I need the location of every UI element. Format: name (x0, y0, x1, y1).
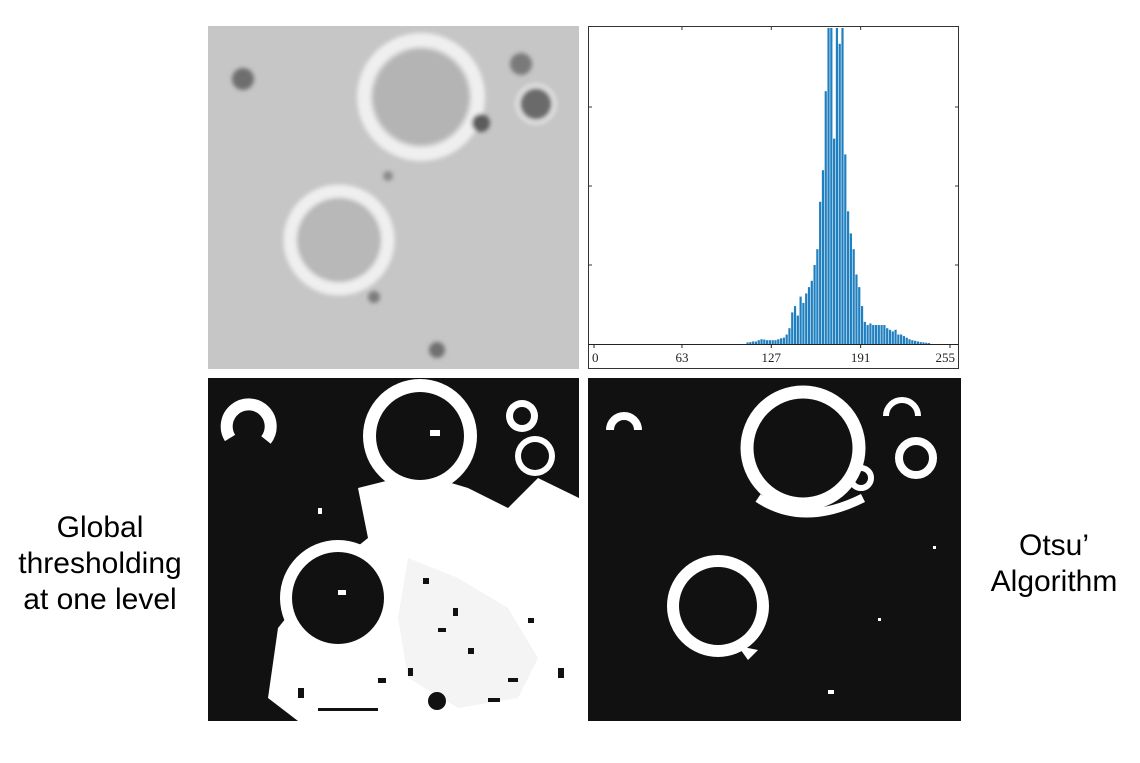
histogram-bar (908, 339, 911, 344)
histogram-bar (782, 337, 785, 344)
histogram-bar (807, 287, 811, 344)
histogram-bar (819, 201, 822, 344)
histogram-bar (752, 341, 755, 344)
histogram-bar (849, 233, 852, 344)
histogram-bar (833, 138, 836, 344)
histogram-bar (821, 170, 825, 344)
histogram-bar (841, 28, 844, 344)
histogram-bar (905, 337, 908, 344)
histogram-bar (757, 340, 760, 344)
histogram-bar (927, 343, 931, 344)
histogram-bar (916, 341, 919, 344)
plot-frame (588, 26, 959, 369)
y-axis-ticks (588, 26, 959, 266)
histogram-bar (846, 211, 850, 344)
histogram-bar (858, 287, 861, 344)
histogram-bar (852, 249, 855, 344)
histogram-bars (746, 28, 931, 345)
histogram-bar (774, 340, 777, 344)
histogram-bar (888, 329, 892, 344)
histogram-bar (779, 338, 783, 344)
histogram-bar (802, 302, 805, 344)
histogram-bar (796, 315, 799, 344)
histogram-bar (914, 340, 917, 344)
x-tick-label: 127 (762, 350, 782, 365)
original-image-graphic (208, 26, 579, 369)
histogram-bar (922, 342, 925, 344)
histogram-bar (830, 28, 833, 344)
histogram-bar (788, 328, 791, 344)
histogram-bar (855, 274, 858, 344)
global-threshold-label: Global thresholding at one level (0, 510, 200, 618)
x-axis-ticks: 0 63 127 191 255 (592, 344, 955, 365)
histogram-bar (749, 342, 752, 344)
histogram-bar (791, 312, 794, 344)
histogram-bar (793, 306, 797, 344)
histogram-bar (824, 91, 827, 344)
histogram-bar (785, 334, 788, 344)
histogram-bar (866, 325, 869, 344)
histogram-bar (874, 325, 878, 344)
x-tick-label: 191 (851, 350, 871, 365)
histogram-bar (768, 340, 772, 344)
label-line: Global (56, 511, 144, 544)
histogram-bar (777, 339, 780, 344)
otsu-label: Otsu’ Algorithm (968, 528, 1140, 600)
histogram-bar (897, 334, 900, 344)
histogram-bar (919, 342, 922, 344)
histogram-bar (877, 325, 880, 344)
histogram-bar (863, 321, 866, 344)
histogram-bar (891, 331, 894, 344)
histogram-bar (902, 336, 906, 344)
label-line: at one level (23, 583, 177, 616)
global-threshold-image (208, 378, 579, 721)
histogram-bar (880, 325, 883, 344)
original-image (208, 26, 579, 369)
histogram-bar (771, 340, 774, 344)
otsu-threshold-image (588, 378, 961, 721)
histogram-bar (813, 265, 816, 344)
histogram-plot: 0 63 127 191 255 (588, 26, 959, 369)
histogram-bar (900, 334, 903, 344)
histogram-bar (894, 329, 897, 344)
histogram-bar (886, 328, 889, 344)
histogram-bar (766, 340, 769, 344)
histogram-bar (844, 154, 847, 344)
histogram-bar (835, 28, 839, 344)
global-threshold-graphic (208, 378, 579, 721)
label-line: Algorithm (990, 565, 1118, 598)
histogram-bar (883, 325, 886, 344)
histogram-bar (763, 339, 766, 344)
label-line: thresholding (18, 547, 182, 580)
histogram-bar (860, 306, 864, 344)
x-tick-label: 255 (936, 350, 956, 365)
histogram-bar (869, 323, 872, 344)
histogram-bar (805, 293, 808, 344)
histogram-bar (816, 249, 819, 344)
x-tick-label: 0 (592, 350, 599, 365)
histogram-bar (827, 28, 830, 344)
x-tick-label: 63 (675, 350, 688, 365)
histogram-bar (911, 340, 914, 344)
histogram-bar (810, 280, 813, 344)
label-line: Otsu’ (1018, 529, 1090, 562)
histogram-bar (754, 341, 758, 344)
otsu-threshold-graphic (588, 378, 961, 721)
histogram-bar (799, 296, 802, 344)
histogram-bar (746, 342, 749, 344)
histogram-bar (925, 342, 928, 344)
histogram-bar (838, 43, 841, 345)
histogram-bar (760, 339, 763, 344)
histogram-bar (872, 325, 875, 344)
histogram-chart: 0 63 127 191 255 (588, 26, 959, 369)
